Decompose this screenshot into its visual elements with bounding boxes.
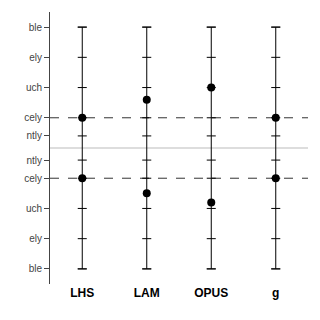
svg-text:ble: ble [29, 22, 43, 33]
svg-text:ntly: ntly [26, 130, 42, 141]
svg-text:uch: uch [26, 82, 42, 93]
svg-text:LAM: LAM [134, 286, 160, 300]
svg-text:ntly: ntly [26, 155, 42, 166]
svg-text:g: g [272, 286, 279, 300]
svg-text:OPUS: OPUS [194, 286, 228, 300]
svg-text:LHS: LHS [70, 286, 94, 300]
svg-text:cely: cely [24, 173, 42, 184]
svg-text:ely: ely [29, 52, 42, 63]
svg-text:ble: ble [29, 263, 43, 274]
svg-text:uch: uch [26, 203, 42, 214]
svg-text:ely: ely [29, 233, 42, 244]
svg-text:cely: cely [24, 112, 42, 123]
